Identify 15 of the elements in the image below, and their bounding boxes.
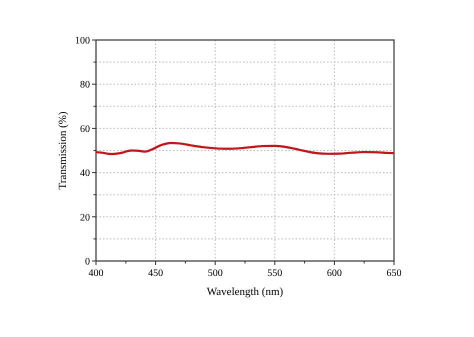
y-tick-label: 60 xyxy=(80,124,90,135)
y-axis-title: Transmission (%) xyxy=(57,111,69,190)
x-tick-label: 450 xyxy=(148,268,164,279)
x-tick-label: 500 xyxy=(208,268,223,279)
line-series xyxy=(94,142,396,156)
y-tick-label: 0 xyxy=(85,256,90,268)
y-tick-label: 100 xyxy=(75,36,90,46)
y-tick-label: 40 xyxy=(80,168,90,180)
y-tick-label: 20 xyxy=(80,212,90,224)
x-tick-label: 600 xyxy=(326,268,342,279)
x-tick-label: 400 xyxy=(88,268,104,279)
x-tick-label: 650 xyxy=(386,268,402,279)
x-tick-label: 550 xyxy=(267,268,282,279)
y-tick-label: 80 xyxy=(80,80,90,91)
x-axis-title: Wavelength (nm) xyxy=(206,286,284,298)
